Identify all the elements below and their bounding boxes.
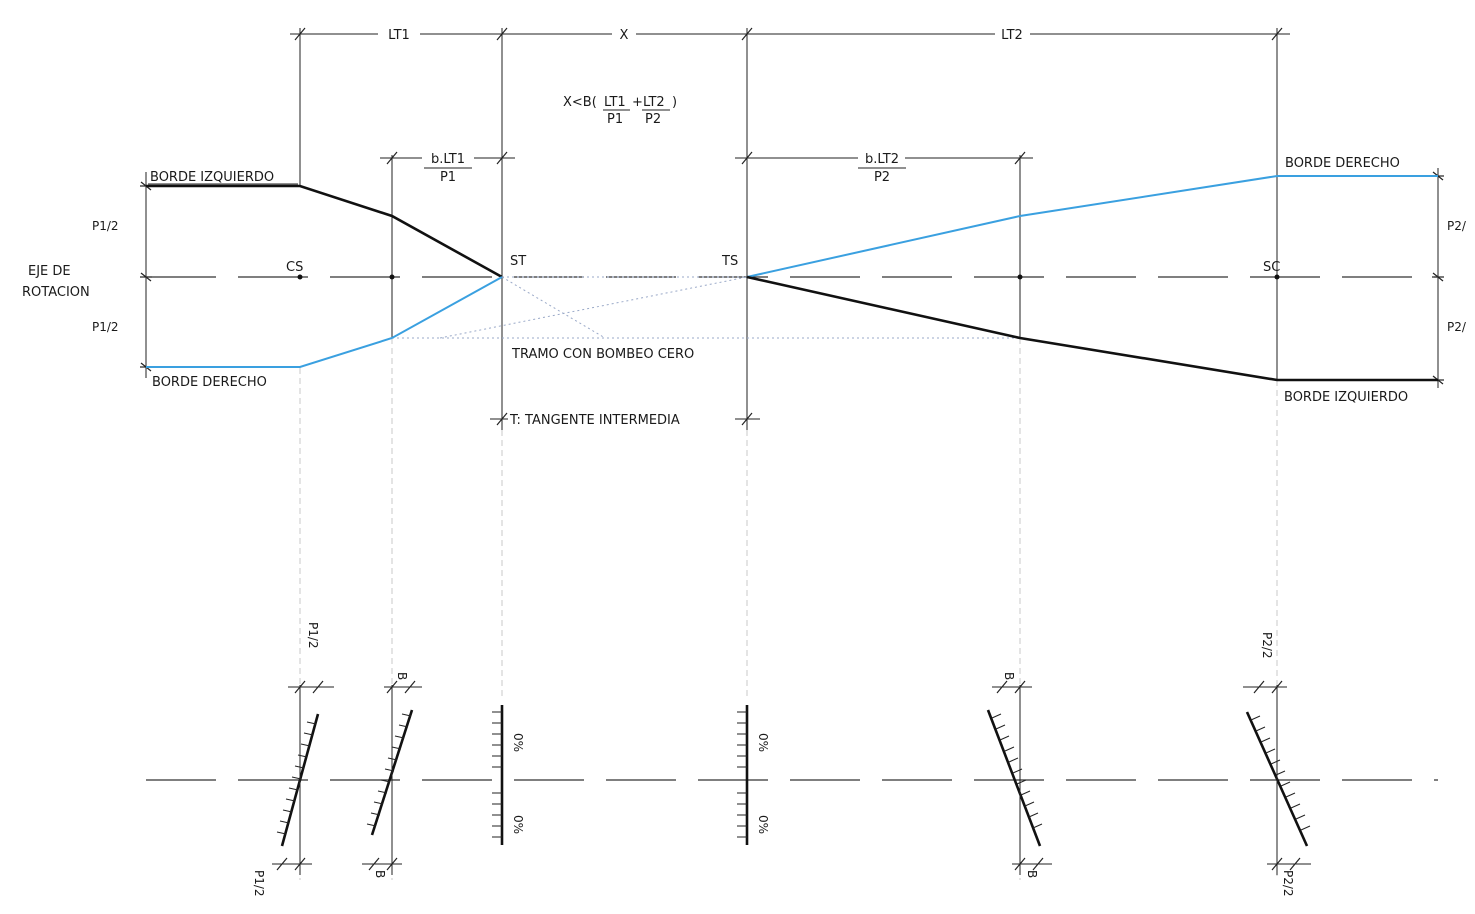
section-ts [737,705,749,845]
x-label: X [620,28,629,43]
section-st-top-label: 0% [511,733,525,752]
right-vertical-dimension: P2/ P2/ [1432,168,1467,388]
section-b-right [986,680,1052,875]
dim-b-lt2: b.LT2 P2 [735,151,1033,185]
section-cs-top-label: P1/2 [306,622,320,649]
p2-half-bottom: P2/ [1447,320,1467,334]
tramo-label: TRAMO CON BOMBEO CERO [511,347,694,362]
lt2-label: LT2 [1001,28,1023,43]
section-st-bottom-label: 0% [511,815,525,834]
tangent-dimension: T: TANGENTE INTERMEDIA [490,412,760,428]
section-st [492,705,504,845]
formula-p1: P1 [607,112,623,127]
section-b-left [362,680,422,875]
ts-label: TS [721,254,738,269]
formula-plus: + [632,95,643,110]
borde-izquierdo-left-label: BORDE IZQUIERDO [150,170,274,185]
formula-lt2: LT2 [643,95,665,110]
formula-close: ) [672,95,677,110]
borde-derecho-right-label: BORDE DERECHO [1285,156,1400,171]
p1-half-top: P1/2 [92,219,119,233]
lt1-label: LT1 [388,28,410,43]
st-label: ST [510,254,526,269]
borde-derecho-left-label: BORDE DERECHO [152,375,267,390]
borde-izquierdo-right-label: BORDE IZQUIERDO [1284,390,1408,405]
p1-half-bottom: P1/2 [92,320,119,334]
section-sc [1243,680,1311,875]
section-b-left-bottom-label: B [373,870,387,878]
formula-lt1: LT1 [604,95,626,110]
section-ts-bottom-label: 0% [756,815,770,834]
section-b-right-top-label: B [1002,672,1016,680]
top-dimension-line: LT1 X LT2 [290,27,1290,43]
section-cs [272,680,334,875]
b-lt2-numerator: b.LT2 [865,152,899,167]
p2-half-top: P2/ [1447,219,1467,233]
left-vertical-dimension: P1/2 P1/2 [92,172,152,378]
section-cs-bottom-label: P1/2 [252,870,266,897]
b-lt1-numerator: b.LT1 [431,152,465,167]
section-b-right-bottom-label: B [1025,870,1039,878]
b-lt2-denominator: P2 [874,170,890,185]
eje-label-line2: ROTACION [22,285,90,300]
formula-prefix: X<B( [563,95,597,110]
b-lt1-denominator: P1 [440,170,456,185]
tangent-label: T: TANGENTE INTERMEDIA [509,413,680,428]
section-b-left-top-label: B [395,672,409,680]
section-sc-top-label: P2/2 [1260,632,1274,659]
rotation-axis: EJE DE ROTACION CS ST TS SC [22,254,1438,300]
cs-label: CS [286,260,303,275]
extension-lines [299,28,1278,880]
formula: X<B( LT1 P1 + LT2 P2 ) [563,95,677,127]
formula-p2: P2 [645,112,661,127]
section-sc-bottom-label: P2/2 [1281,870,1295,897]
section-ts-top-label: 0% [756,733,770,752]
dim-b-lt1: b.LT1 P1 [380,151,515,185]
sc-label: SC [1263,260,1280,275]
eje-label-line1: EJE DE [28,264,71,279]
edge-profiles [146,175,1438,382]
zero-crown-dotted-lines [392,276,1020,339]
